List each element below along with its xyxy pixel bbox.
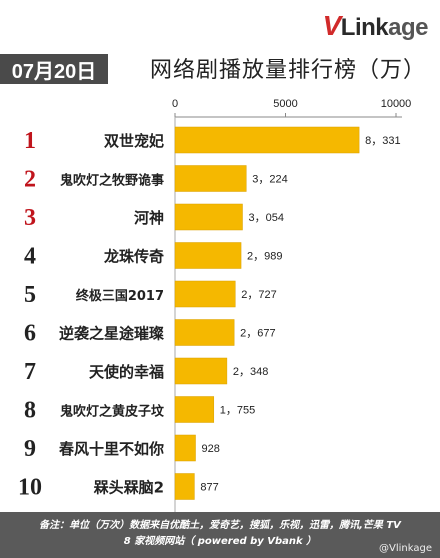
rank-number: 4 [24,244,36,270]
rank-number: 5 [24,282,36,308]
bar [174,473,195,500]
footer-note: 备注：单位（万次）数据来自优酷土，爱奇艺，搜狐，乐视，迅雷，腾讯,芒果 TV 8… [0,512,440,558]
bar [174,203,243,231]
x-tick-label: 0 [172,98,178,110]
category-label: 槑头槑脑2 [93,479,164,497]
category-label: 双世宠妃 [104,132,164,150]
category-label: 终极三国2017 [76,288,164,304]
value-label: 877 [200,482,218,494]
value-label: 3，054 [248,212,283,224]
category-label: 春风十里不如你 [59,440,164,458]
date-badge: 07月20日 [0,54,108,84]
chart-title: 网络剧播放量排行榜（万） [150,58,427,83]
rank-number: 2 [24,167,36,193]
value-label: 8，331 [365,135,400,147]
value-label: 3，224 [252,174,287,186]
category-label: 鬼吹灯之牧野诡事 [60,173,164,189]
category-label: 天使的幸福 [89,363,164,381]
value-label: 2，989 [247,251,282,263]
value-label: 2，348 [233,366,268,378]
rank-number: 9 [24,436,36,462]
category-label: 河神 [134,209,164,227]
footer-line-2: 8 家视频网站（ powered by Vbank ） [123,536,317,547]
value-label: 1，755 [220,405,255,417]
rank-number: 3 [24,205,36,231]
rank-number: 8 [24,398,36,424]
rank-number: 6 [24,321,36,347]
category-label: 鬼吹灯之黄皮子坟 [60,404,165,420]
ranking-bar-chart: 0 5000 10000 1 双世宠妃 8，331 2 鬼吹灯之牧野诡事 3，224 3 河神 3，0… [18,98,412,512]
bar [174,165,247,192]
vlinkage-logo: VLinkage [322,10,429,41]
watermark: @Vlinkage [379,543,432,554]
rank-number: 10 [18,475,42,501]
footer-line-1: 备注：单位（万次）数据来自优酷土，爱奇艺，搜狐，乐视，迅雷，腾讯,芒果 TV [39,520,401,531]
bar [174,126,360,154]
bar [174,280,236,308]
category-label: 逆袭之星途璀璨 [59,325,165,343]
bar [174,319,235,346]
value-label: 928 [202,443,220,455]
value-label: 2，727 [241,289,276,301]
x-tick-label: 5000 [273,98,297,110]
bar [174,396,215,423]
value-label: 2，677 [240,328,275,340]
bar [174,434,196,462]
category-label: 龙珠传奇 [103,248,164,266]
x-tick-label: 10000 [381,98,412,110]
rank-number: 1 [24,128,36,154]
bar [174,242,242,269]
rank-number: 7 [24,359,36,385]
bar [174,357,228,385]
